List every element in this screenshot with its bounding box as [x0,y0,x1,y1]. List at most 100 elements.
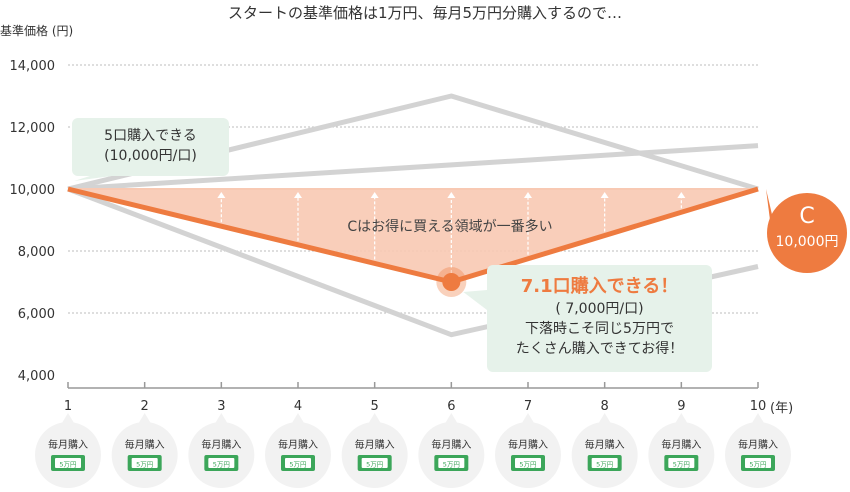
gain-arrow-head [600,192,609,198]
y-tick-label: 8,000 [18,245,55,260]
badge-label: 毎月購入 [585,438,625,451]
money-icon-label: 5万円 [59,461,76,469]
x-tick-label: 3 [217,399,225,414]
money-icon-label: 5万円 [519,461,536,469]
comparison-line-steady-rise [67,143,759,192]
x-tick-label: 2 [141,399,149,414]
money-icon-label: 5万円 [289,461,306,469]
badge-pointer [62,413,74,423]
callout-start-pointer [74,176,112,181]
badge-label: 毎月購入 [278,438,318,451]
gain-arrow-head [217,192,226,198]
money-icon-inner [55,458,81,468]
money-icon-label: 5万円 [673,461,690,469]
monthly-purchase-badge: 毎月購入 5万円 [418,413,485,488]
y-tick-label: 4,000 [18,369,55,384]
money-icon-inner [515,458,541,468]
badge-label: 毎月購入 [355,438,395,451]
bargain-area [68,189,758,282]
series-c-letter: C [799,204,815,229]
callout-low-line3: たくさん購入できてお得！ [515,341,684,357]
badge-label: 毎月購入 [48,438,88,451]
monthly-purchase-badge: 毎月購入 5万円 [341,413,408,488]
badge-pointer [522,413,534,423]
x-tick-label: 1 [64,399,72,414]
badge-label: 毎月購入 [125,438,165,451]
money-icon-label: 5万円 [443,461,460,469]
callout-start-line2: (10,000円/口) [104,148,197,164]
money-icon-label: 5万円 [596,461,613,469]
money-icon-label: 5万円 [136,461,153,469]
y-tick-labels: 14,000 12,000 10,000 8,000 6,000 4,000 [10,59,56,384]
y-tick-label: 14,000 [10,59,56,74]
badge-pointer [292,413,304,423]
monthly-purchase-badge: 毎月購入 5万円 [571,413,638,488]
purchase-badges: 毎月購入 5万円 毎月購入 5万円 毎月購入 5万円 毎月購入 5万円 毎月購入 5万円 毎月購入 5… [35,413,791,488]
money-icon-inner [208,458,235,468]
badge-label: 毎月購入 [431,438,471,451]
badge-pointer [445,413,458,423]
money-icon-inner [745,458,771,468]
x-axis-unit-label: (年) [770,401,794,416]
money-icon-label: 5万円 [366,461,383,469]
monthly-purchase-badge: 毎月購入 5万円 [188,413,255,488]
monthly-purchase-badge: 毎月購入 5万円 [495,413,561,488]
money-icon-inner [591,458,618,468]
x-tick-label: 7 [524,399,532,414]
callout-low-headline: 7.1口購入できる！ [520,276,679,297]
money-icon-inner [285,458,311,468]
callout-low-purchase: 7.1口購入できる！ ( 7,000円/口) 下落時こそ同じ5万円で たくさん購… [487,265,712,372]
gain-arrow-head [524,192,532,198]
badge-label: 毎月購入 [201,438,241,451]
x-axis [67,382,759,389]
x-tick-label: 6 [447,399,455,414]
badge-pointer [215,413,228,423]
badge-pointer [598,413,611,423]
bargain-area-fill [68,189,758,282]
badge-label: 毎月購入 [738,438,778,451]
y-tick-label: 10,000 [10,183,56,198]
badge-pointer [675,413,688,423]
series-c-price: 10,000円 [775,234,839,250]
money-icon-label: 5万円 [213,461,230,469]
monthly-purchase-badge: 毎月購入 5万円 [265,413,331,488]
money-icon-inner [131,458,158,468]
money-icon-label: 5万円 [749,461,766,469]
y-tick-label: 6,000 [18,307,55,322]
badge-label: 毎月購入 [508,438,548,451]
gain-arrow-head [370,192,379,198]
gain-arrows [217,192,686,278]
monthly-purchase-badge: 毎月購入 5万円 [725,413,791,488]
highlight-point [442,273,461,291]
badge-pointer [138,413,151,423]
money-icon-inner [668,458,695,468]
y-axis-label: 基準価格 (円) [0,24,74,38]
badge-pointer [752,413,764,423]
x-tick-label: 5 [371,399,379,414]
area-annotation: Cはお得に買える領域が一番多い [347,219,553,235]
monthly-purchase-badge: 毎月購入 5万円 [648,413,715,488]
x-tick-label: 8 [601,399,609,414]
series-c-badge: C 10,000円 [767,193,847,273]
x-tick-label: 4 [294,399,302,414]
gain-arrow-head [294,192,302,198]
money-icon-inner [438,458,465,468]
badge-label: 毎月購入 [661,438,701,451]
chart-title: スタートの基準価格は1万円、毎月5万円分購入するので… [227,4,623,22]
x-tick-labels: 1 2 3 4 5 6 7 8 9 10 [64,399,766,414]
money-icon-inner [361,458,388,468]
badge-pointer [368,413,381,423]
gain-arrow-head [447,192,456,198]
callout-low-pointer [463,290,487,310]
callout-start-line1: 5口購入できる [104,128,197,144]
monthly-purchase-badge: 毎月購入 5万円 [35,413,101,488]
y-tick-label: 12,000 [10,121,56,136]
callout-low-line1: ( 7,000円/口) [555,301,644,317]
monthly-purchase-badge: 毎月購入 5万円 [111,413,178,488]
callout-low-line2: 下落時こそ同じ5万円で [525,321,674,337]
x-tick-label: 10 [750,399,767,414]
x-tick-label: 9 [677,399,685,414]
series-c-line [67,186,759,297]
callout-start-purchase: 5口購入できる (10,000円/口) [72,118,229,176]
